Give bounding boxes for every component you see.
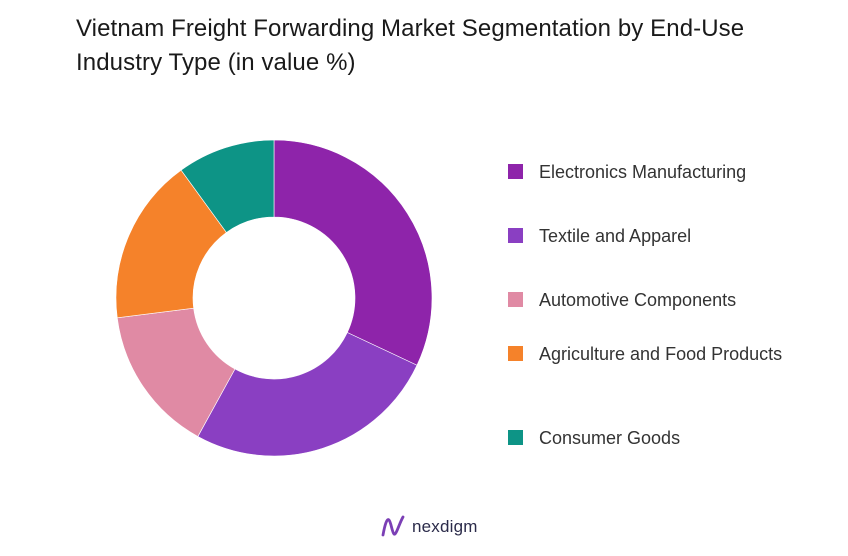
nexdigm-logo-icon [381, 515, 405, 537]
legend-swatch [508, 164, 523, 179]
legend-label: Electronics Manufacturing [539, 162, 747, 182]
legend-label: Automotive Components [539, 290, 737, 310]
legend-label: Agriculture and Food Products [539, 344, 783, 364]
donut-slice-textile-and-apparel [197, 332, 418, 457]
donut-slice-electronics-manufacturing [273, 139, 433, 366]
donut-slice-consumer-goods [180, 139, 275, 233]
legend-item-textile-and-apparel: Textile and Apparel [508, 224, 789, 249]
legend-item-consumer-goods: Consumer Goods [508, 426, 789, 451]
legend-swatch [508, 228, 523, 243]
brand-footer: nexdigm [380, 512, 478, 542]
legend-item-automotive-components: Automotive Components [508, 288, 789, 313]
legend-item-electronics-manufacturing: Electronics Manufacturing [508, 160, 789, 185]
brand-name: nexdigm [412, 517, 478, 536]
legend-label: Textile and Apparel [539, 226, 692, 246]
legend-item-agriculture-and-food-products: Agriculture and Food Products [508, 342, 789, 367]
chart-title: Vietnam Freight Forwarding Market Segmen… [76, 15, 745, 76]
donut-slice-agriculture-and-food-products [115, 169, 227, 319]
legend-swatch [508, 430, 523, 445]
legend-swatch [508, 292, 523, 307]
legend-swatch [508, 346, 523, 361]
legend-label: Consumer Goods [539, 428, 681, 448]
